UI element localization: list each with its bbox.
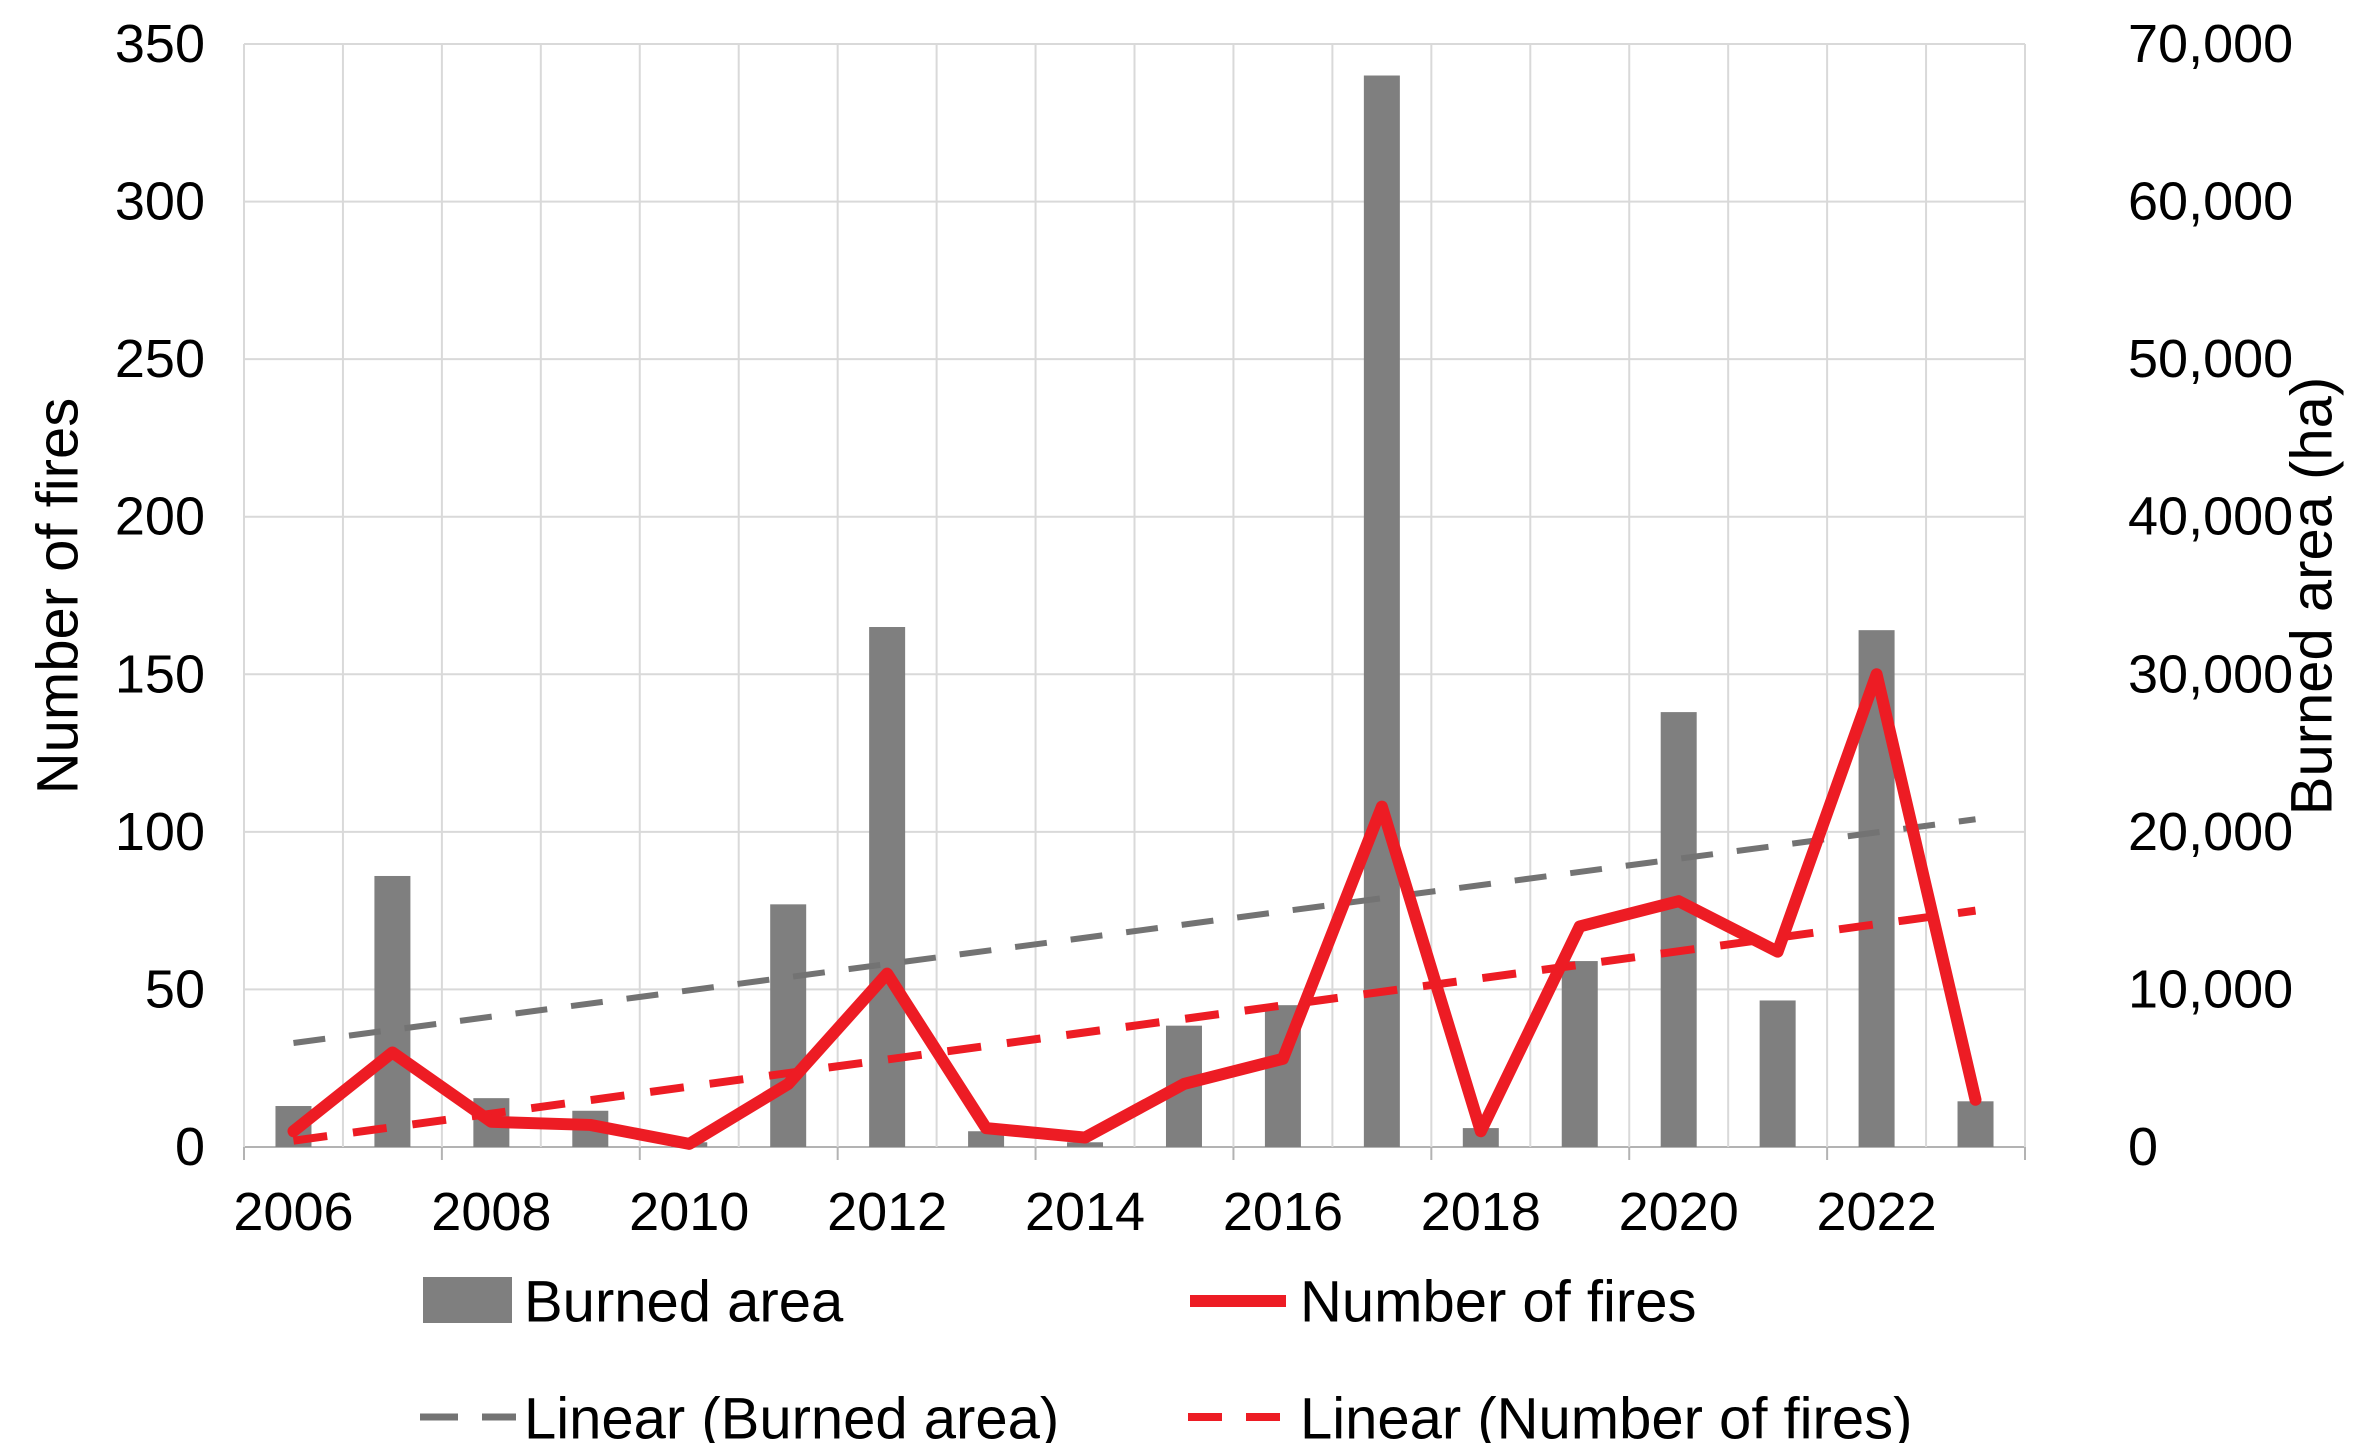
bar-2011 [770, 904, 807, 1147]
x-axis-tick-label: 2006 [233, 1182, 353, 1242]
right-axis-tick-label: 60,000 [2128, 172, 2293, 232]
right-axis-title: Burned area (ha) [2279, 376, 2345, 816]
legend-linear-burned-swatch [420, 1413, 516, 1421]
bar-2013 [968, 1131, 1005, 1147]
legend-fires-line-swatch [1190, 1295, 1286, 1307]
x-axis-tick-label: 2018 [1421, 1182, 1541, 1242]
left-axis-tick-label: 350 [115, 14, 205, 74]
trendline-number-of-fires [292, 906, 1977, 1145]
left-axis-tick-label: 0 [175, 1117, 205, 1177]
left-axis-tick-label: 50 [145, 959, 205, 1019]
legend-fires-label: Number of fires [1300, 1269, 1697, 1335]
right-axis-tick-label: 70,000 [2128, 14, 2293, 74]
bar-2019 [1561, 961, 1598, 1147]
left-axis-title: Number of fires [25, 397, 91, 795]
legend-linear-fires-swatch [1188, 1413, 1288, 1421]
right-axis-tick-label: 30,000 [2128, 644, 2293, 704]
right-axis-tick-label: 50,000 [2128, 329, 2293, 389]
trendline-burned-area [293, 816, 1976, 1046]
x-axis-tick-label: 2014 [1025, 1182, 1145, 1242]
x-axis-tick-label: 2016 [1223, 1182, 1343, 1242]
bar-2023 [1957, 1101, 1994, 1147]
right-axis-tick-label: 10,000 [2128, 959, 2293, 1019]
left-axis-tick-label: 100 [115, 802, 205, 862]
right-axis-tick-label: 0 [2128, 1117, 2158, 1177]
line-number-of-fires [287, 668, 1982, 1150]
left-axis-tick-label: 150 [115, 644, 205, 704]
x-axis-tick-label: 2022 [1817, 1182, 1937, 1242]
legend-linear-burned-label: Linear (Burned area) [524, 1386, 1060, 1443]
legend-burned-area-label: Burned area [524, 1269, 844, 1335]
bar-2014 [1067, 1142, 1104, 1147]
x-axis-tick-label: 2010 [629, 1182, 749, 1242]
bar-2017 [1363, 75, 1400, 1147]
bar-2012 [869, 627, 906, 1147]
legend-linear-fires-label: Linear (Number of fires) [1300, 1386, 1913, 1443]
left-axis-tick-label: 300 [115, 172, 205, 232]
x-axis-tick-label: 2012 [827, 1182, 947, 1242]
bar-2020 [1660, 712, 1697, 1147]
x-axis-tick-label: 2020 [1619, 1182, 1739, 1242]
right-axis-tick-label: 20,000 [2128, 802, 2293, 862]
left-axis-tick-label: 200 [115, 487, 205, 547]
bar-2018 [1462, 1128, 1499, 1147]
left-axis-tick-label: 250 [115, 329, 205, 389]
x-axis-tick-label: 2008 [431, 1182, 551, 1242]
right-axis-tick-label: 40,000 [2128, 487, 2293, 547]
bar-2021 [1759, 1000, 1796, 1147]
bar-2007 [374, 875, 411, 1147]
legend-burned-area-swatch [423, 1277, 512, 1323]
